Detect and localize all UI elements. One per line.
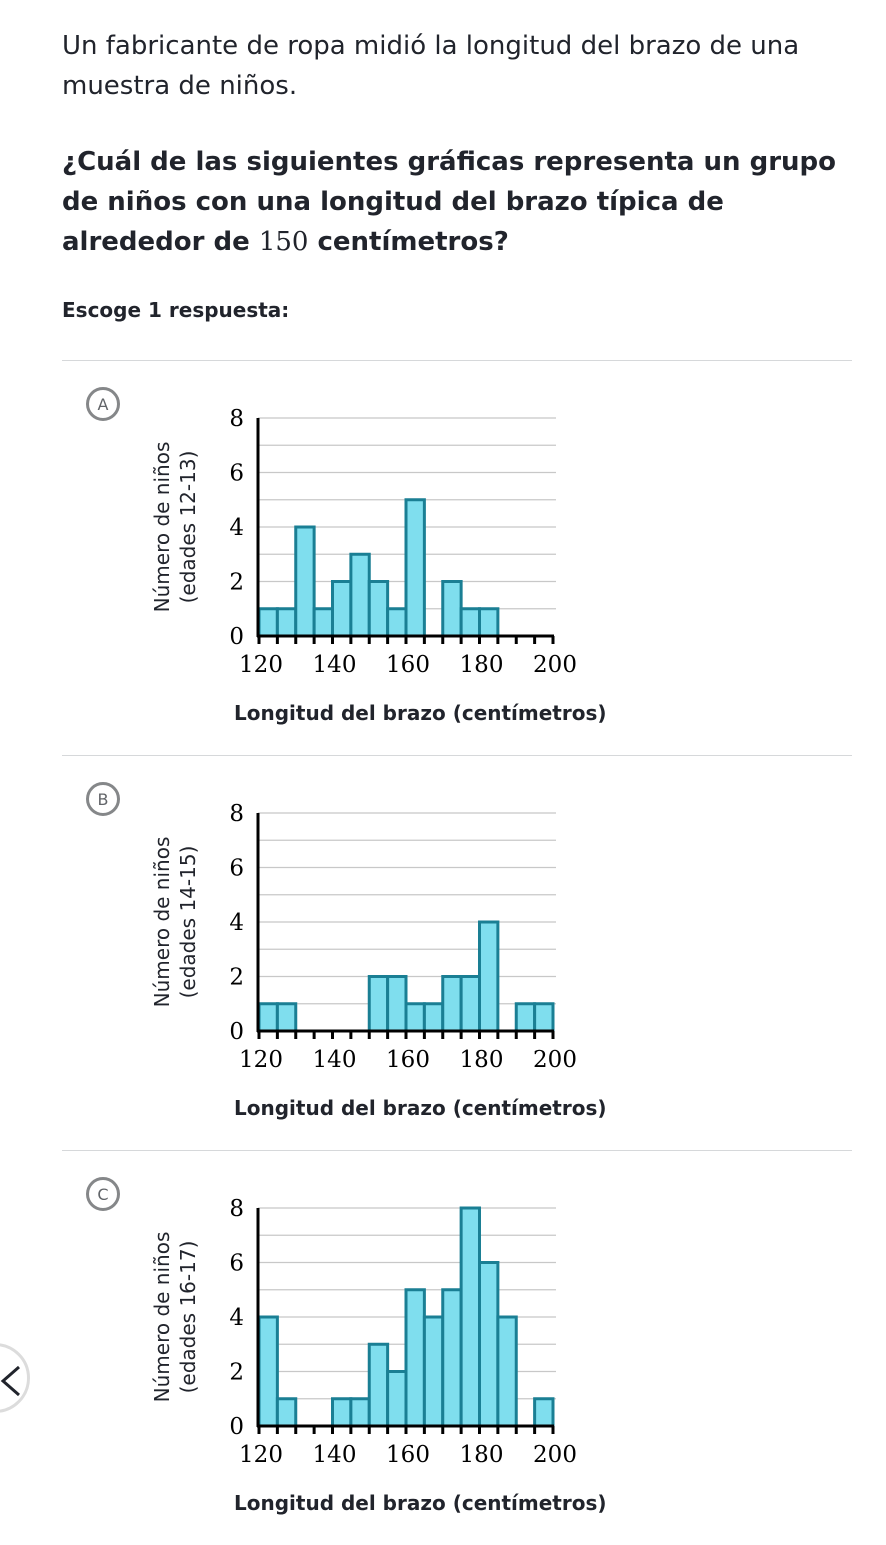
previous-button[interactable] bbox=[0, 1343, 30, 1413]
x-tick-label: 140 bbox=[313, 1442, 357, 1468]
x-tick-label: 160 bbox=[386, 652, 430, 678]
y-tick-label: 6 bbox=[229, 1251, 244, 1277]
histogram-bar bbox=[331, 580, 353, 638]
choice-letter-a[interactable]: A bbox=[86, 387, 120, 421]
histogram-bar bbox=[294, 525, 316, 638]
x-tick-label: 200 bbox=[533, 1442, 577, 1468]
answer-prompt: Escoge 1 respuesta: bbox=[62, 298, 290, 322]
histogram-bar bbox=[533, 1002, 555, 1033]
choice-letter-c[interactable]: C bbox=[86, 1177, 120, 1211]
y-tick-label: 6 bbox=[229, 461, 244, 487]
y-tick-label: 4 bbox=[229, 1305, 244, 1331]
divider bbox=[62, 360, 852, 361]
x-tick-label: 140 bbox=[313, 652, 357, 678]
y-tick-label: 4 bbox=[229, 910, 244, 936]
x-tick-label: 200 bbox=[533, 652, 577, 678]
histogram-bar bbox=[349, 1397, 371, 1428]
histogram-bar bbox=[478, 920, 500, 1033]
chevron-left-icon bbox=[0, 1365, 20, 1397]
histogram-bar bbox=[257, 1002, 279, 1033]
problem-intro: Un fabricante de ropa midió la longitud … bbox=[62, 31, 800, 101]
x-tick-label: 180 bbox=[460, 1442, 504, 1468]
histogram-bar bbox=[478, 607, 500, 638]
y-tick-label: 8 bbox=[229, 801, 244, 827]
histogram-c: Número de niños (edades 16-17) 120 140 160 18… bbox=[150, 1196, 577, 1468]
x-tick-label: 200 bbox=[533, 1047, 577, 1073]
histogram-a: Número de niños (edades 12-13) 120 140 160 18… bbox=[150, 406, 577, 678]
histogram-bar bbox=[275, 1397, 298, 1428]
question-part1: ¿Cuál de las siguientes gráficas represe… bbox=[62, 147, 837, 257]
divider bbox=[62, 1150, 852, 1151]
histogram-bar bbox=[312, 607, 334, 638]
histogram-bar bbox=[367, 580, 390, 638]
histogram-bar bbox=[478, 1261, 500, 1428]
histogram-bar bbox=[459, 975, 481, 1033]
choice-b[interactable]: B Número de niños (edades 14-15) 120 140 160… bbox=[62, 756, 852, 1150]
x-tick-label: 120 bbox=[239, 1442, 283, 1468]
y-tick-label: 8 bbox=[229, 406, 244, 432]
y-axis-label-line1: Número de niños bbox=[150, 837, 174, 1008]
y-axis-label-line1: Número de niños bbox=[150, 442, 174, 613]
histogram-bar bbox=[441, 975, 463, 1033]
question-part2: centímetros? bbox=[308, 227, 509, 257]
y-axis-label-line2: (edades 16-17) bbox=[176, 1241, 200, 1394]
y-tick-label: 8 bbox=[229, 1196, 244, 1222]
y-tick-label: 0 bbox=[229, 1019, 244, 1045]
y-axis-label-line1: Número de niños bbox=[150, 1232, 174, 1403]
y-tick-label: 0 bbox=[229, 1414, 244, 1440]
histogram-bar bbox=[496, 1315, 518, 1428]
histogram-b: Número de niños (edades 14-15) 120 140 160 18… bbox=[150, 801, 577, 1073]
histogram-bar bbox=[441, 1288, 463, 1428]
x-tick-label: 160 bbox=[386, 1047, 430, 1073]
y-tick-label: 2 bbox=[229, 570, 244, 596]
histogram-bar bbox=[422, 1002, 445, 1033]
histogram-bar bbox=[404, 498, 426, 638]
x-tick-label: 120 bbox=[239, 1047, 283, 1073]
histogram-bar bbox=[386, 607, 408, 638]
histogram-bar bbox=[386, 975, 408, 1033]
x-tick-label: 180 bbox=[460, 1047, 504, 1073]
x-axis-label-b: Longitud del brazo (centímetros) bbox=[234, 1096, 607, 1120]
y-tick-label: 4 bbox=[229, 515, 244, 541]
x-tick-label: 120 bbox=[239, 652, 283, 678]
histogram-bar bbox=[349, 552, 371, 638]
histogram-bar bbox=[257, 1315, 279, 1428]
x-tick-label: 140 bbox=[313, 1047, 357, 1073]
histogram-bar bbox=[459, 1206, 481, 1428]
divider bbox=[62, 755, 852, 756]
y-tick-label: 2 bbox=[229, 1360, 244, 1386]
y-tick-label: 2 bbox=[229, 965, 244, 991]
histogram-bar bbox=[533, 1397, 555, 1428]
choice-a[interactable]: A Número de niños (edades 12-13) 120 140 160… bbox=[62, 361, 852, 755]
x-axis-label-c: Longitud del brazo (centímetros) bbox=[234, 1491, 607, 1515]
y-axis-label-line2: (edades 12-13) bbox=[176, 451, 200, 604]
histogram-bar bbox=[422, 1315, 445, 1428]
histogram-bar bbox=[514, 1002, 537, 1033]
histogram-bar bbox=[386, 1370, 408, 1428]
histogram-bar bbox=[404, 1002, 426, 1033]
y-tick-label: 6 bbox=[229, 856, 244, 882]
histogram-bar bbox=[275, 607, 298, 638]
x-tick-label: 160 bbox=[386, 1442, 430, 1468]
histogram-bar bbox=[331, 1397, 353, 1428]
question-number: 150 bbox=[258, 227, 309, 257]
choice-letter-b[interactable]: B bbox=[86, 782, 120, 816]
histogram-bar bbox=[275, 1002, 298, 1033]
y-tick-label: 0 bbox=[229, 624, 244, 650]
histogram-bar bbox=[367, 1342, 390, 1428]
histogram-bar bbox=[367, 975, 390, 1033]
histogram-bar bbox=[404, 1288, 426, 1428]
histogram-bar bbox=[257, 607, 279, 638]
histogram-bar bbox=[459, 607, 481, 638]
question-text: ¿Cuál de las siguientes gráficas represe… bbox=[62, 142, 852, 262]
y-axis-label-line2: (edades 14-15) bbox=[176, 846, 200, 999]
x-tick-label: 180 bbox=[460, 652, 504, 678]
histogram-bar bbox=[441, 580, 463, 638]
x-axis-label-a: Longitud del brazo (centímetros) bbox=[234, 701, 607, 725]
choice-c[interactable]: C Número de niños (edades 16-17) 120 140 160… bbox=[62, 1151, 852, 1545]
